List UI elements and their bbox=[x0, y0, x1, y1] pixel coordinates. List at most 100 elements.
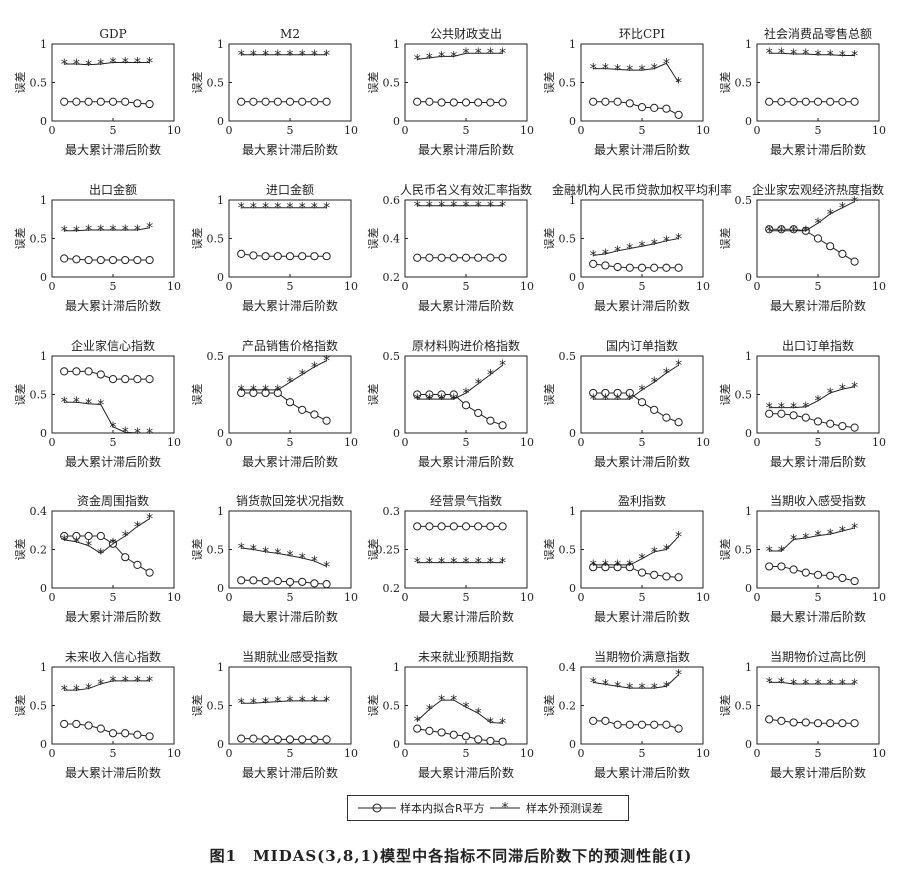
x-tick-label: 5 bbox=[110, 280, 117, 293]
x-tick-label: 10 bbox=[520, 436, 534, 449]
x-axis-label: 最大累计滞后阶数 bbox=[770, 765, 866, 780]
data-point-circle bbox=[637, 568, 647, 577]
y-tick-label: 0.2 bbox=[383, 271, 401, 284]
data-point-star: * bbox=[73, 395, 80, 411]
x-tick-label: 0 bbox=[754, 747, 761, 760]
y-axis-label: 误差 bbox=[718, 695, 732, 717]
x-tick-label: 5 bbox=[110, 124, 117, 137]
data-point-star: * bbox=[122, 55, 129, 71]
x-axis-label: 最大累计滞后阶数 bbox=[65, 142, 161, 157]
data-point-star: * bbox=[274, 48, 281, 64]
data-point-circle bbox=[813, 417, 823, 426]
y-tick-label: 0.5 bbox=[383, 350, 401, 363]
data-point-circle bbox=[72, 255, 81, 264]
data-point-circle bbox=[486, 253, 495, 262]
y-tick-label: 1 bbox=[745, 661, 752, 674]
series-line bbox=[417, 52, 503, 60]
data-point-star: * bbox=[766, 401, 773, 417]
x-axis-label: 最大累计滞后阶数 bbox=[242, 454, 338, 469]
data-point-circle bbox=[121, 97, 130, 106]
data-point-star: * bbox=[122, 223, 129, 239]
chart-panel: 金融机构人民币贷款加权平均利率 0 5 10 0 0.5 1 最大累计滞后阶数 误差 * * * * * *… bbox=[542, 182, 732, 313]
data-point-star: * bbox=[311, 360, 318, 376]
data-point-circle bbox=[777, 97, 786, 106]
data-point-star: * bbox=[134, 55, 141, 71]
data-point-star: * bbox=[61, 395, 68, 411]
x-tick-label: 0 bbox=[226, 436, 233, 449]
data-point-circle bbox=[72, 97, 81, 106]
data-point-circle bbox=[486, 522, 495, 531]
data-point-circle bbox=[84, 367, 93, 376]
y-tick-label: 1 bbox=[217, 38, 224, 51]
data-point-star: * bbox=[851, 521, 858, 537]
data-point-star: * bbox=[323, 201, 330, 217]
x-tick-label: 5 bbox=[639, 591, 646, 604]
data-point-star: * bbox=[450, 392, 457, 408]
x-tick-label: 0 bbox=[402, 747, 409, 760]
y-tick-label: 0 bbox=[745, 427, 752, 440]
x-tick-label: 10 bbox=[696, 591, 710, 604]
data-point-star: * bbox=[802, 677, 809, 693]
data-point-circle bbox=[96, 97, 105, 106]
chart-panel: 出口金额 0 5 10 0 0.5 1 最大累计滞后阶数 误差 * * * * * * * * bbox=[13, 182, 181, 313]
data-point-circle bbox=[261, 388, 270, 398]
chart-panel: M2 0 5 10 0 0.5 1 最大累计滞后阶数 误差 * * * * * * * * bbox=[190, 27, 358, 157]
data-point-star: * bbox=[450, 556, 457, 572]
series-line bbox=[593, 238, 679, 256]
data-point-circle bbox=[613, 563, 622, 572]
x-axis-label: 最大累计滞后阶数 bbox=[418, 142, 514, 157]
data-point-star: * bbox=[815, 529, 822, 545]
series-line bbox=[64, 227, 150, 232]
y-tick-label: 0.4 bbox=[383, 233, 401, 246]
data-point-circle bbox=[261, 576, 270, 586]
y-tick-label: 0 bbox=[217, 115, 224, 128]
data-point-star: * bbox=[110, 420, 117, 436]
data-point-star: * bbox=[614, 392, 621, 408]
series-line bbox=[769, 52, 855, 57]
data-point-circle bbox=[801, 568, 810, 577]
data-point-star: * bbox=[438, 556, 445, 572]
data-point-circle bbox=[650, 570, 659, 580]
x-tick-label: 5 bbox=[110, 747, 117, 760]
x-tick-label: 10 bbox=[696, 436, 710, 449]
chart-title: GDP bbox=[99, 27, 126, 41]
y-axis-label: 误差 bbox=[190, 695, 204, 717]
data-point-star: * bbox=[438, 49, 445, 65]
data-point-star: * bbox=[134, 426, 141, 442]
data-point-star: * bbox=[839, 201, 846, 217]
data-point-star: * bbox=[475, 706, 482, 722]
data-point-circle bbox=[108, 97, 118, 106]
chart-panel: 经营景气指数 0 5 10 0.2 0.25 0.3 最大累计滞后阶数 误差 * * * * * * * * bbox=[366, 493, 534, 624]
data-point-star: * bbox=[766, 46, 773, 62]
data-point-star: * bbox=[802, 531, 809, 547]
data-point-star: * bbox=[639, 681, 646, 697]
data-point-circle bbox=[625, 563, 634, 572]
data-point-star: * bbox=[238, 48, 245, 64]
data-point-circle bbox=[425, 253, 434, 262]
data-point-star: * bbox=[250, 201, 257, 217]
chart-panel: 国内订单指数 0 5 10 0 0.5 最大累计滞后阶数 误差 * * * * * * * * bbox=[542, 338, 710, 469]
data-point-star: * bbox=[450, 49, 457, 65]
data-point-star: * bbox=[85, 682, 92, 698]
data-point-circle bbox=[449, 98, 458, 107]
data-point-star: * bbox=[663, 679, 670, 695]
y-axis-label: 误差 bbox=[542, 72, 556, 94]
chart-title: 盈利指数 bbox=[618, 493, 666, 508]
data-point-circle bbox=[674, 573, 683, 582]
data-point-circle bbox=[108, 255, 118, 265]
data-point-star: * bbox=[250, 383, 257, 399]
chart-title: 当期就业感受指数 bbox=[242, 649, 338, 664]
chart-panel: GDP 0 5 10 0 0.5 1 最大累计滞后阶数 误差 * * * * * * * * bbox=[13, 27, 181, 157]
data-point-star: * bbox=[590, 675, 597, 691]
data-point-star: * bbox=[626, 392, 633, 408]
data-point-star: * bbox=[61, 57, 68, 73]
y-tick-label: 0.5 bbox=[383, 77, 401, 90]
data-point-circle bbox=[425, 522, 434, 531]
x-tick-label: 10 bbox=[344, 124, 358, 137]
y-axis-label: 误差 bbox=[366, 72, 380, 94]
x-tick-label: 10 bbox=[344, 280, 358, 293]
data-point-star: * bbox=[262, 695, 269, 711]
x-axis-label: 最大累计滞后阶数 bbox=[594, 765, 690, 780]
data-point-star: * bbox=[663, 366, 670, 382]
data-point-star: * bbox=[85, 58, 92, 74]
